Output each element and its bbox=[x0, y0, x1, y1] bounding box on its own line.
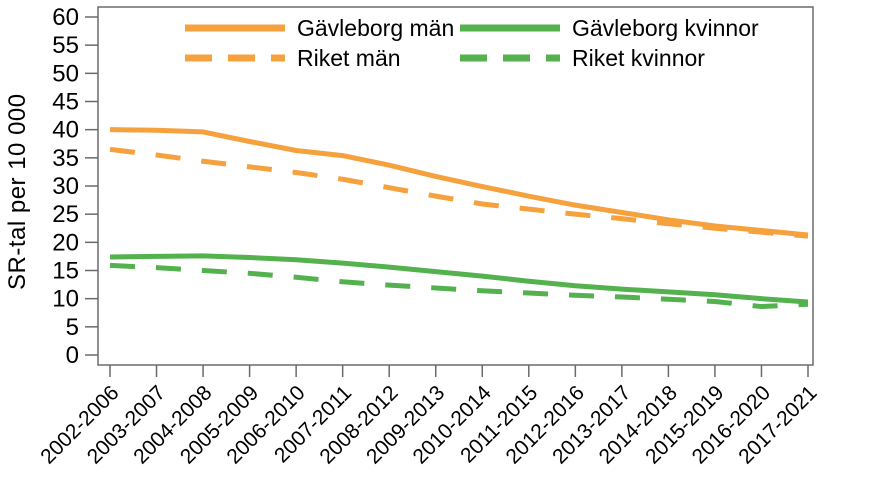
legend-label-gavleborg-kvinnor: Gävleborg kvinnor bbox=[572, 15, 759, 41]
y-tick-label: 25 bbox=[52, 201, 79, 228]
y-tick-label: 55 bbox=[52, 32, 79, 59]
series-line-riket-kvinnor bbox=[109, 262, 809, 310]
y-tick-label: 10 bbox=[52, 286, 79, 313]
y-tick-label: 5 bbox=[66, 314, 79, 341]
series-line-gavleborg-man bbox=[109, 127, 809, 238]
y-tick-label: 15 bbox=[52, 258, 79, 285]
legend-label-riket-kvinnor: Riket kvinnor bbox=[572, 45, 705, 71]
legend-label-riket-man: Riket män bbox=[297, 45, 401, 71]
series-line-gavleborg-kvinnor bbox=[109, 253, 809, 305]
y-tick-label: 45 bbox=[52, 89, 79, 116]
y-tick-label: 30 bbox=[52, 173, 79, 200]
y-tick-label: 35 bbox=[52, 145, 79, 172]
y-tick-label: 50 bbox=[52, 60, 79, 87]
y-tick-label: 40 bbox=[52, 117, 79, 144]
legend-label-gavleborg-man: Gävleborg män bbox=[297, 15, 454, 41]
y-tick-label: 0 bbox=[66, 342, 79, 369]
y-tick-label: 20 bbox=[52, 229, 79, 256]
y-tick-label: 60 bbox=[52, 4, 79, 31]
